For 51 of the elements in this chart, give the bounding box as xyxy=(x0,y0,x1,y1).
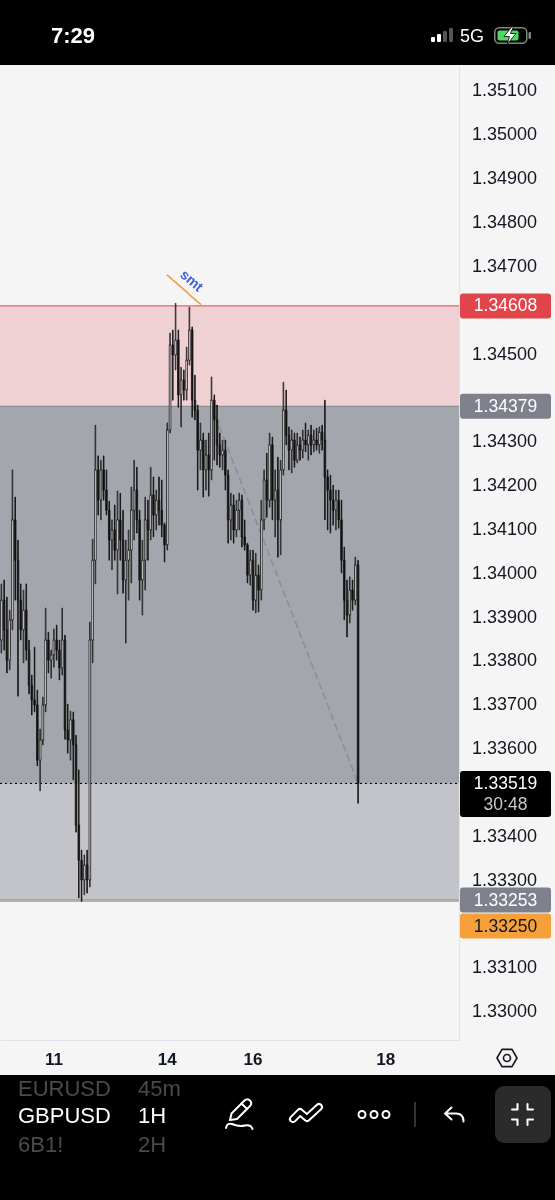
candlestick xyxy=(99,459,103,521)
y-tick-label: 1.34100 xyxy=(472,518,538,539)
y-tick-label: 1.33700 xyxy=(472,694,538,715)
text: 2H xyxy=(138,1132,167,1157)
y-tick-label: 1.33600 xyxy=(472,738,538,759)
y-tick-label: 1.33400 xyxy=(472,825,538,846)
candlestick xyxy=(116,490,119,595)
text: 5G xyxy=(459,26,485,46)
y-tick-label: 1.34700 xyxy=(472,255,538,276)
candlestick xyxy=(290,429,293,474)
candlestick xyxy=(232,494,235,544)
text: 7:29 xyxy=(50,23,96,48)
y-tick-label: 1.34300 xyxy=(472,431,538,452)
y-tick-label: 1.34200 xyxy=(472,475,538,496)
ref-line-label: 1.33253 xyxy=(473,889,538,910)
ref-line-label: 1.33519 30:48 xyxy=(473,772,538,814)
y-tick-label: 1.33000 xyxy=(472,1001,538,1022)
y-tick-label: 1.33800 xyxy=(472,650,538,671)
candlestick xyxy=(254,552,257,614)
y-tick-label: 1.33100 xyxy=(472,957,538,978)
x-tick-label: 14 xyxy=(157,1050,178,1070)
y-tick-label: 1.34900 xyxy=(472,168,538,189)
text: smt xyxy=(177,266,207,295)
text: EURUSD xyxy=(18,1076,111,1101)
text: 6B1! xyxy=(18,1132,64,1157)
candlestick xyxy=(356,559,360,804)
candlestick xyxy=(276,456,280,558)
candlestick xyxy=(0,583,3,654)
candlestick xyxy=(315,427,318,451)
candlestick xyxy=(240,494,244,548)
candlestick xyxy=(296,432,299,464)
text: 45m xyxy=(138,1076,181,1101)
y-tick-label: 1.35100 xyxy=(472,80,538,101)
text: GBPUSD xyxy=(18,1103,111,1128)
y-tick-label: 1.34000 xyxy=(472,562,538,583)
candlestick xyxy=(251,549,255,611)
y-tick-label: 1.35000 xyxy=(472,124,538,145)
y-tick-label: 1.34800 xyxy=(472,211,538,232)
y-tick-label: 1.33900 xyxy=(472,606,538,627)
candlestick xyxy=(318,426,321,454)
candlestick xyxy=(334,489,338,531)
ref-line-label: 1.34379 xyxy=(473,395,538,416)
y-tick-label: 1.33300 xyxy=(472,869,538,890)
ref-line-label: 1.33250 xyxy=(473,915,538,936)
text: 1H xyxy=(138,1103,167,1128)
x-tick-label: 11 xyxy=(44,1050,63,1070)
y-tick-label: 1.34500 xyxy=(472,343,538,364)
x-tick-label: 18 xyxy=(376,1050,396,1070)
candlestick xyxy=(312,429,316,453)
x-tick-label: 16 xyxy=(243,1050,263,1070)
ref-line-label: 1.34608 xyxy=(473,295,538,316)
